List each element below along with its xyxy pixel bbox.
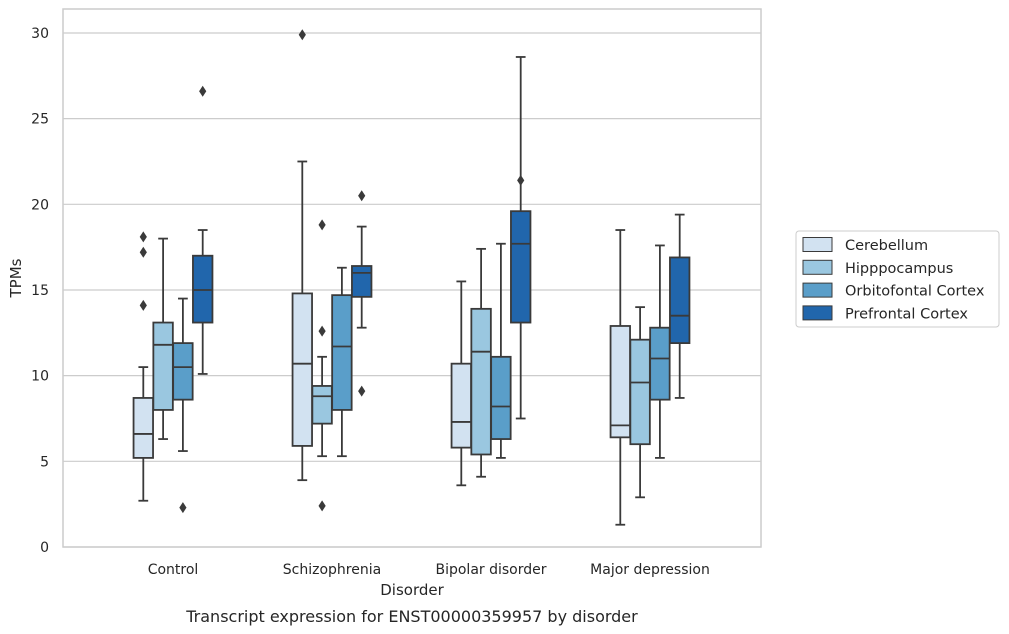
box-2-1 (470, 247, 492, 478)
box-3-2 (649, 244, 671, 459)
plot-frame (62, 8, 762, 548)
box-0-3 (192, 85, 214, 375)
outlier-point (139, 231, 147, 243)
x-tick-label: Schizophrenia (283, 562, 381, 578)
y-tick-label: 25 (31, 112, 49, 128)
box-body (510, 210, 532, 324)
outlier-point (199, 85, 207, 97)
outlier-point (318, 219, 326, 231)
box-0-1 (152, 237, 174, 440)
boxes (132, 29, 691, 526)
x-tick-label: Major depression (590, 562, 710, 578)
box-3-3 (669, 213, 691, 399)
y-axis-ticks: 0 5 10 15 20 25 30 (31, 26, 49, 556)
box-body (470, 307, 492, 456)
outlier-point (517, 174, 525, 186)
plot-area (63, 9, 761, 547)
y-tick-label: 0 (40, 540, 49, 556)
box-body (669, 256, 691, 345)
box-1-0 (291, 29, 313, 482)
legend-swatch (802, 305, 833, 321)
x-axis-ticks: Control Schizophrenia Bipolar disorder Majo… (148, 562, 710, 578)
legend-swatch (802, 237, 833, 252)
legend-frame (795, 230, 1000, 328)
box-2-2 (490, 242, 512, 459)
y-tick-label: 30 (31, 26, 49, 42)
legend-label: Prefrontal Cortex (845, 306, 968, 322)
box-body (291, 292, 313, 447)
y-tick-label: 20 (31, 197, 49, 213)
legend: Cerebellum Hipppocampus Orbitofontal Corte… (795, 230, 1000, 328)
figure-caption: Transcript expression for ENST0000035995… (185, 607, 638, 626)
outlier-point (298, 29, 306, 41)
outlier-point (139, 299, 147, 311)
box-body (649, 326, 671, 401)
box-1-1 (311, 219, 333, 512)
x-axis-label: Disorder (380, 581, 444, 599)
box-body (311, 385, 333, 425)
box-body (172, 342, 194, 401)
box-body (450, 362, 472, 449)
x-tick-label: Control (148, 562, 199, 578)
box-3-1 (629, 306, 651, 499)
outlier-point (318, 325, 326, 337)
outlier-point (318, 500, 326, 512)
outlier-point (358, 385, 366, 397)
legend-swatch (802, 259, 833, 275)
box-0-2 (172, 297, 194, 514)
box-body (609, 325, 631, 439)
box-1-3 (351, 190, 373, 397)
box-2-3 (510, 56, 532, 420)
legend-swatch (802, 282, 833, 298)
box-1-2 (331, 266, 353, 458)
legend-label: Orbitofontal Cortex (845, 284, 985, 300)
box-body (351, 265, 373, 298)
box-body (152, 321, 174, 411)
box-body (132, 397, 154, 459)
legend-label: Cerebellum (845, 238, 928, 254)
y-tick-label: 15 (31, 283, 49, 299)
y-tick-label: 10 (31, 369, 49, 385)
legend-label: Hipppocampus (845, 261, 953, 277)
box-body (629, 338, 651, 446)
box-body (331, 294, 353, 411)
outlier-point (179, 502, 187, 514)
outlier-point (139, 246, 147, 258)
x-tick-label: Bipolar disorder (435, 562, 546, 578)
outlier-point (358, 190, 366, 202)
box-body (490, 355, 512, 440)
y-axis-label: TPMs (7, 258, 25, 298)
y-tick-label: 5 (40, 454, 49, 470)
box-0-0 (132, 231, 154, 502)
